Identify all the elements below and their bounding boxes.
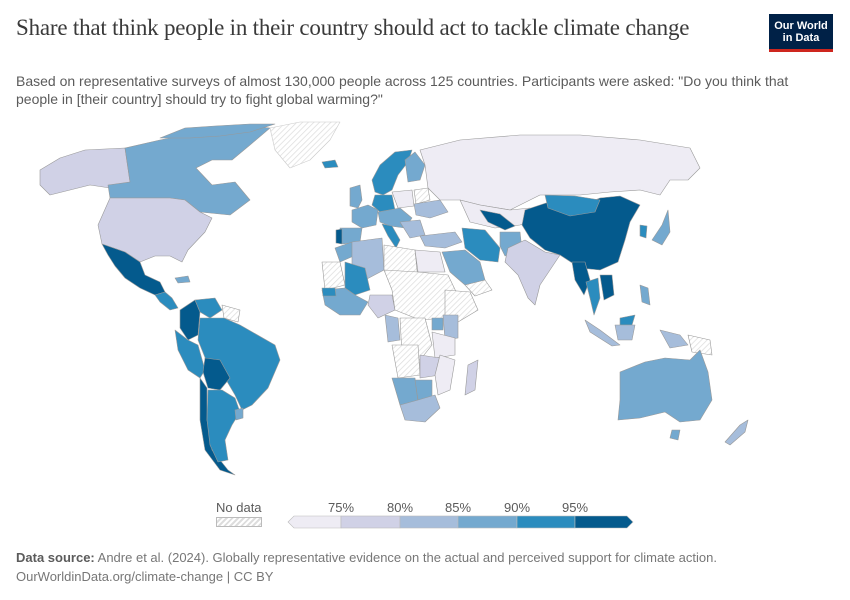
region-tanzania[interactable] — [431, 331, 456, 359]
legend-bin-85-90[interactable] — [457, 515, 518, 529]
region-south-africa[interactable] — [399, 394, 441, 423]
chart-subtitle: Based on representative surveys of almos… — [16, 73, 789, 107]
region-argentina[interactable] — [206, 389, 241, 463]
region-angola[interactable] — [391, 344, 421, 379]
region-chile[interactable] — [199, 377, 236, 476]
legend-bin-lt75[interactable] — [287, 515, 342, 529]
owid-logo[interactable]: Our World in Data — [769, 14, 833, 52]
region-indonesia[interactable] — [584, 319, 689, 349]
region-uk[interactable] — [349, 184, 363, 209]
world-map[interactable] — [0, 118, 850, 498]
region-uzbekistan[interactable] — [479, 209, 516, 231]
legend-no-data-swatch[interactable] — [216, 517, 262, 527]
logo-line-2: in Data — [782, 31, 820, 44]
legend-tick-75: 75% — [327, 500, 355, 515]
legend-color-scale — [287, 515, 634, 529]
region-australia[interactable] — [617, 349, 713, 423]
region-nigeria[interactable] — [367, 294, 396, 319]
legend-bin-90-95[interactable] — [516, 515, 576, 529]
region-central-america[interactable] — [154, 291, 179, 311]
url-license[interactable]: OurWorldinData.org/climate-change | CC B… — [16, 569, 274, 584]
data-source-label: Data source: — [16, 550, 95, 565]
chart-title: Share that think people in their country… — [16, 15, 690, 40]
legend-tick-80: 80% — [386, 500, 414, 515]
data-source-text: Andre et al. (2024). Globally representa… — [97, 550, 717, 565]
region-greenland[interactable] — [269, 121, 341, 169]
region-senegal[interactable] — [321, 287, 337, 297]
region-caribbean[interactable] — [174, 275, 191, 284]
legend-bin-75-80[interactable] — [340, 515, 401, 529]
region-mongolia[interactable] — [544, 194, 601, 217]
legend-tick-95: 95% — [561, 500, 589, 515]
region-canada-arctic[interactable] — [159, 123, 276, 139]
region-new-zealand[interactable] — [724, 419, 749, 446]
region-egypt[interactable] — [414, 249, 446, 273]
region-myanmar[interactable] — [571, 261, 591, 296]
region-mali[interactable] — [344, 261, 371, 296]
region-png[interactable] — [687, 334, 713, 356]
region-west-sahara[interactable] — [321, 261, 346, 291]
region-iceland[interactable] — [321, 159, 339, 169]
legend-bin-gt95[interactable] — [574, 515, 634, 529]
region-ethiopia[interactable] — [444, 289, 479, 323]
region-kenya[interactable] — [442, 314, 459, 341]
region-philippines[interactable] — [639, 284, 651, 306]
legend-bin-80-85[interactable] — [399, 515, 459, 529]
region-venezuela[interactable] — [194, 297, 223, 319]
legend-tick-90: 90% — [503, 500, 531, 515]
region-india[interactable] — [504, 239, 561, 306]
region-belarus[interactable] — [413, 187, 431, 205]
region-poland[interactable] — [391, 189, 415, 209]
region-russia[interactable] — [419, 134, 701, 211]
region-colombia[interactable] — [179, 299, 201, 341]
region-uruguay[interactable] — [234, 407, 244, 421]
legend-tick-85: 85% — [444, 500, 472, 515]
legend-no-data-label: No data — [216, 500, 262, 515]
region-france[interactable] — [351, 204, 379, 229]
region-ukraine[interactable] — [413, 199, 449, 219]
region-central-africa[interactable] — [384, 314, 401, 343]
footer: Data source: Andre et al. (2024). Global… — [16, 548, 717, 586]
region-mozambique[interactable] — [434, 354, 456, 396]
region-south-korea[interactable] — [639, 224, 648, 239]
region-uganda[interactable] — [431, 317, 444, 331]
region-turkey[interactable] — [419, 231, 463, 249]
region-tasmania[interactable] — [669, 429, 681, 441]
region-scandinavia[interactable] — [371, 149, 413, 196]
data-source-line: Data source: Andre et al. (2024). Global… — [16, 548, 717, 567]
region-malaysia[interactable] — [619, 314, 636, 326]
region-vietnam-cambodia[interactable] — [599, 274, 615, 301]
logo-line-1: Our World — [774, 19, 828, 32]
region-peru[interactable] — [174, 329, 206, 379]
region-thailand[interactable] — [585, 277, 601, 316]
color-legend: No data 75% 80% 85% 90% 95% — [210, 498, 650, 538]
region-yemen-oman[interactable] — [464, 279, 493, 297]
region-madagascar[interactable] — [464, 359, 479, 396]
region-guianas[interactable] — [221, 304, 241, 323]
region-finland[interactable] — [404, 151, 426, 183]
region-iran[interactable] — [461, 227, 501, 263]
region-portugal[interactable] — [335, 228, 343, 245]
region-italy[interactable] — [381, 223, 401, 249]
region-japan[interactable] — [651, 209, 671, 246]
region-balkans[interactable] — [399, 219, 426, 239]
